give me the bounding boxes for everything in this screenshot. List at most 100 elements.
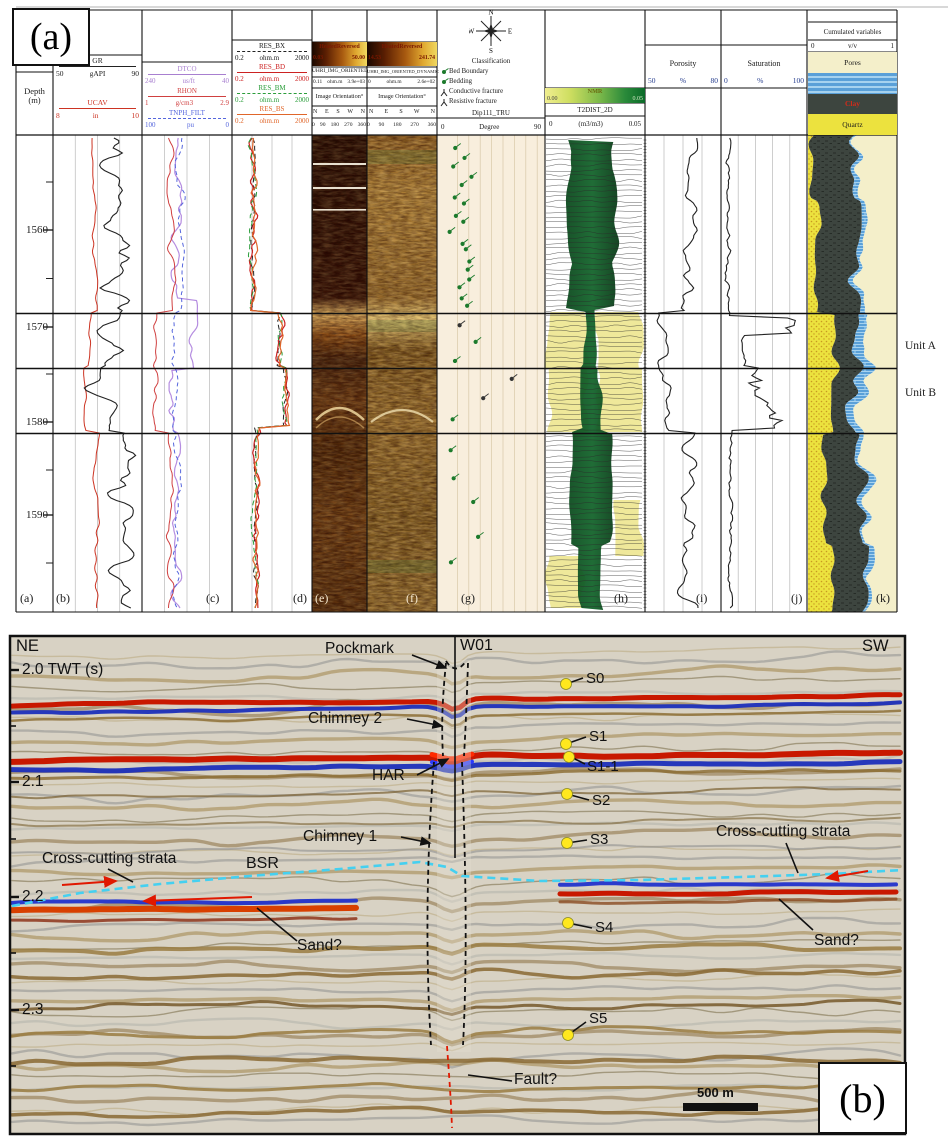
marker-s1-1-label: S1-1 <box>587 758 619 775</box>
resbs-scale: 0.2 ohm.m 2000 <box>235 117 309 125</box>
ucav-curve-name: UCAV <box>87 98 108 107</box>
marker-s1-label: S1 <box>589 728 608 745</box>
cross-cutting-right-label: Cross-cutting strata <box>716 823 851 840</box>
chimney2-label: Chimney 2 <box>308 710 383 727</box>
nmr-curve-name: T2DIST_2D <box>577 106 613 114</box>
track-label-j: (j) <box>791 591 803 605</box>
scale-bar <box>683 1103 758 1111</box>
resbd-scale: 0.2 ohm.m 2000 <box>235 75 309 83</box>
fmi-static-image <box>312 135 367 612</box>
pockmark-label: Pockmark <box>325 640 394 657</box>
fmi-static-colorbar <box>312 42 367 66</box>
resbm-curve-name: RES_BM <box>258 84 286 92</box>
marker-s4-label: S4 <box>595 919 614 936</box>
marker-s0-label: S0 <box>586 670 605 687</box>
track-label-b: (b) <box>56 591 70 605</box>
depth-track-title: Depth (m) <box>24 86 45 105</box>
fmi-dynamic-orientation-title: Image Orientation° <box>378 93 426 100</box>
sand-right-label: Sand? <box>814 932 859 949</box>
ucav-scale: 8 in 10 <box>56 111 139 120</box>
legend-pores-swatch: Pores <box>808 52 897 73</box>
twt-label-2.3: 2.3 <box>22 1001 44 1018</box>
classification-symbol-icons <box>440 68 449 107</box>
legend-hydrate-swatch <box>808 73 897 94</box>
fmi-static-orientation-title: Image Orientation° <box>315 93 364 100</box>
saturation-scale: 0% 100 <box>724 76 804 85</box>
tnph-curve-name: TNPH_FILT <box>169 109 205 117</box>
fault-label: Fault? <box>514 1071 558 1088</box>
marker-s2-label: S2 <box>592 792 611 809</box>
depth-tick-1590: 1590 <box>26 509 48 521</box>
tnph-scale: 100 pu 0 <box>145 121 229 129</box>
scale-bar-label: 500 m <box>697 1085 734 1100</box>
depth-tick-1570: 1570 <box>26 321 48 333</box>
cumulated-variables-fill <box>808 135 897 612</box>
sand-left-label: Sand? <box>297 937 342 954</box>
marker-s3-label: S3 <box>590 831 609 848</box>
cross-cutting-arrows <box>61 870 869 907</box>
unit-b-label: Unit B <box>905 387 936 399</box>
depth-tick-1560: 1560 <box>26 224 48 236</box>
corner-sw-label: SW <box>862 637 889 655</box>
dip-curve-name: Dip111_TRU <box>472 109 510 117</box>
fmi-dynamic-degree-row: 0 90 180 270 360 <box>367 122 436 128</box>
bsr-label: BSR <box>246 855 279 872</box>
bsr-line <box>11 860 904 908</box>
twt-label-2.0: 2.0 TWT (s) <box>22 661 104 678</box>
chimney-outlines <box>426 660 469 1046</box>
legend-quartz-swatch: Quartz <box>808 114 897 135</box>
track-label-a: (a) <box>20 591 34 605</box>
track-label-f: (f) <box>406 591 418 605</box>
svg-text:S: S <box>489 47 493 54</box>
dtco-curve-name: DTCO <box>177 65 197 73</box>
track-gridlines <box>74 135 791 612</box>
fmi-static-scale: 0.11 ohm.m 3.9e+03 <box>313 79 365 85</box>
well-w01-label: W01 <box>460 637 493 654</box>
compass-rose-icon: N S W E <box>469 9 512 55</box>
track-label-i: (i) <box>696 591 708 605</box>
resbs-curve-name: RES_BS <box>259 105 285 113</box>
cross-cutting-left-label: Cross-cutting strata <box>42 850 177 867</box>
dip-tadpoles <box>447 143 518 565</box>
track-label-e: (e) <box>315 591 329 605</box>
har-label: HAR <box>372 767 405 784</box>
track-label-h: (h) <box>614 591 628 605</box>
chimney1-label: Chimney 1 <box>303 828 378 845</box>
rhon-curve-name: RHON <box>177 87 197 95</box>
seismic-section <box>8 634 907 1136</box>
resbm-scale: 0.2 ohm.m 2000 <box>235 96 309 104</box>
marker-s5-label: S5 <box>589 1010 608 1027</box>
porosity-title: Porosity <box>669 59 697 68</box>
fmi-static-colorbar-range: 0.03 50.00 <box>313 55 365 61</box>
gr-scale: 50 gAPI 90 <box>56 69 139 78</box>
nmr-t2-distribution <box>544 137 644 610</box>
rhon-scale: 1 g/cm3 2.9 <box>145 99 229 107</box>
track-borders <box>15 6 948 613</box>
resbx-curve-name: RES_BX <box>258 42 286 50</box>
legend-bedding: Bedding <box>449 78 473 85</box>
dip-scale: 0 Degree 90 <box>441 123 541 131</box>
fmi-dynamic-colorbar-range: 14.53 241.74 <box>368 55 435 61</box>
unit-a-label: Unit A <box>905 340 936 352</box>
seismic-reflectors <box>9 646 903 1127</box>
resbd-curve-name: RES_BD <box>258 63 286 71</box>
resbx-scale: 0.2 ohm.m 2000 <box>235 54 309 62</box>
panel-b-label: (b) <box>818 1062 907 1134</box>
classification-title: Classification <box>471 57 511 65</box>
legend-clay-swatch: Clay <box>808 94 897 114</box>
track-label-g: (g) <box>461 591 475 605</box>
fmi-dynamic-scale: 0 ohm.m 2.6e+02 <box>368 79 435 85</box>
legend-resistive-fracture: Resistive fracture <box>449 98 497 105</box>
cumulated-scale: 0 v/v 1 <box>811 42 894 50</box>
legend-bed-boundary: Bed Boundary <box>449 68 489 75</box>
fmi-dynamic-image <box>367 135 437 612</box>
corner-ne-label: NE <box>16 637 39 655</box>
dip-track-background <box>437 135 545 612</box>
seismic-border <box>8 634 907 1136</box>
log-curves <box>83 137 796 609</box>
panel-a-label: (a) <box>12 8 90 66</box>
fmi-dynamic-colorbar <box>367 42 437 66</box>
fmi-static-degree-row: 0 90 180 270 360 <box>312 122 366 128</box>
twt-label-2.2: 2.2 <box>22 888 44 905</box>
